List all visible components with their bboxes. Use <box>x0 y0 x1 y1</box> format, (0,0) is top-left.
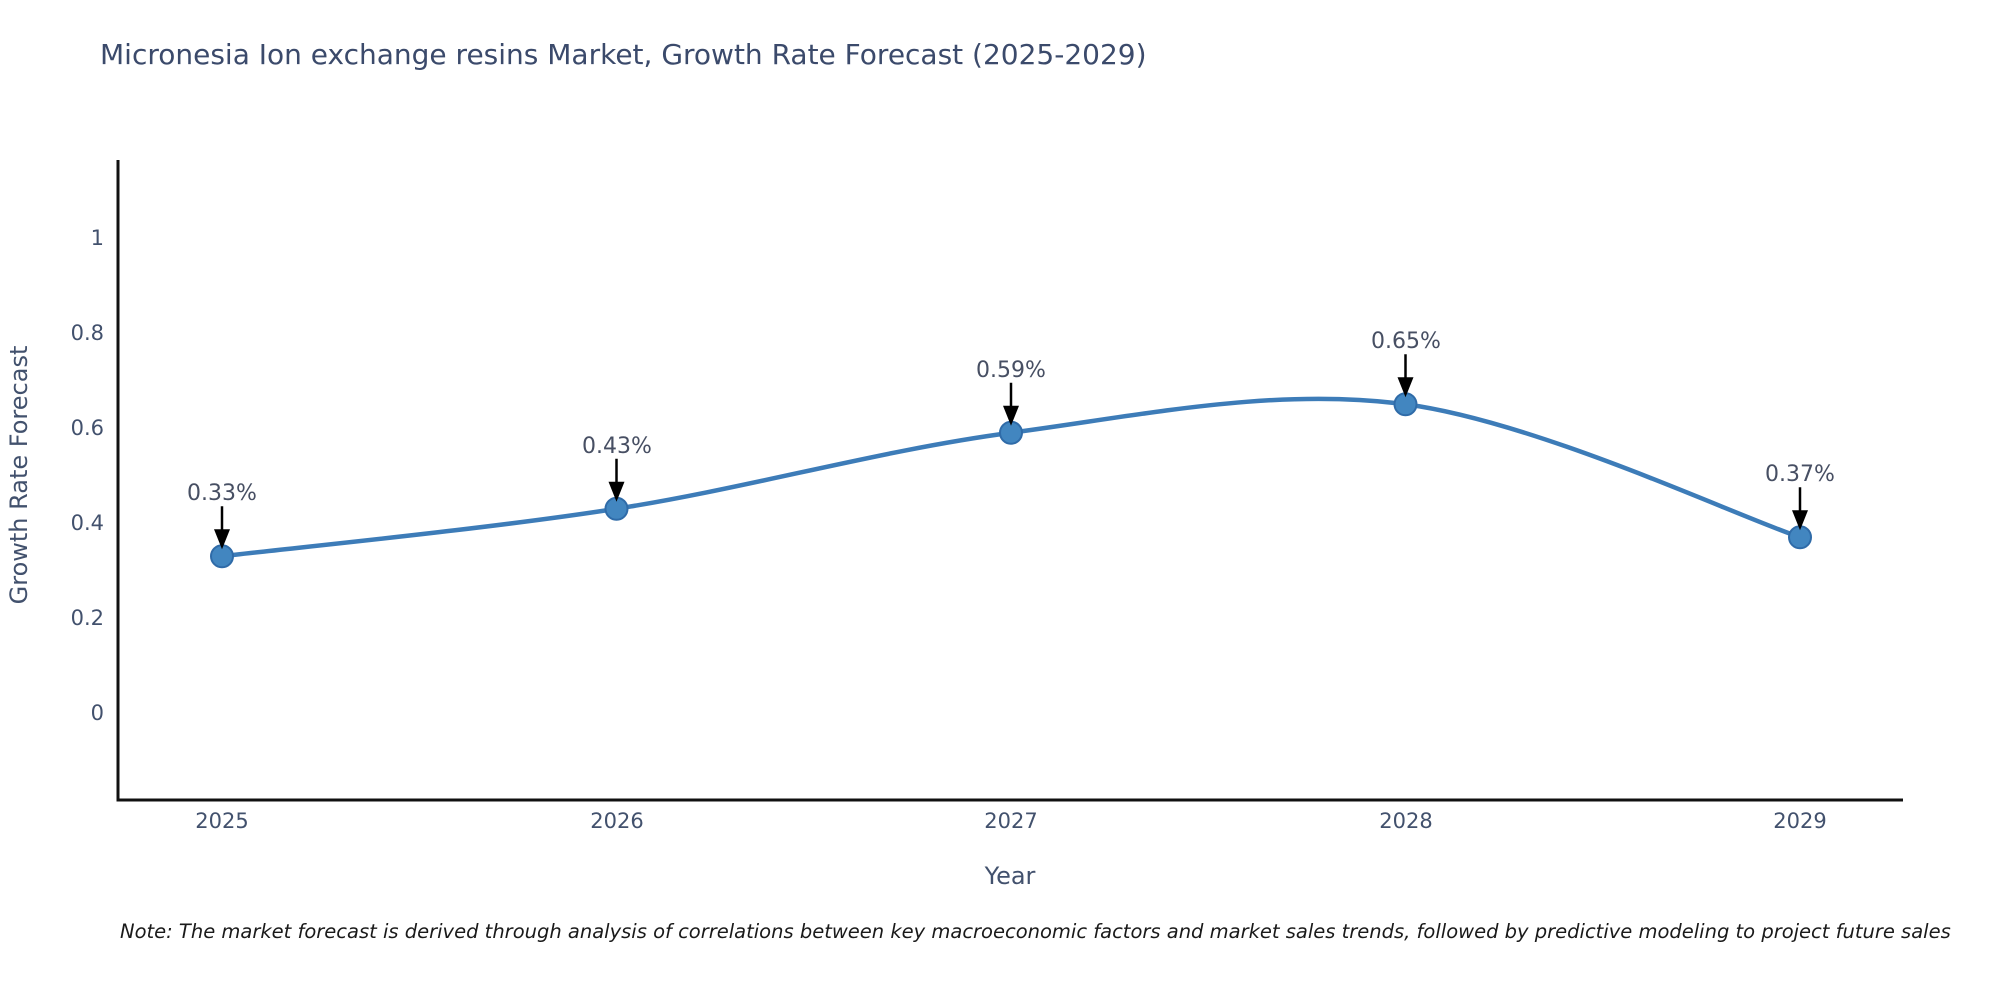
point-label: 0.33% <box>187 481 257 506</box>
x-tick-label: 2028 <box>1379 809 1433 833</box>
x-axis-title: Year <box>984 862 1036 890</box>
annotation-arrowhead <box>214 529 230 550</box>
y-tick-label: 0.6 <box>70 416 104 440</box>
point-label: 0.37% <box>1765 462 1835 487</box>
chart-title: Micronesia Ion exchange resins Market, G… <box>100 38 1147 71</box>
x-tick-label: 2026 <box>590 809 644 833</box>
x-tick-label: 2029 <box>1773 809 1827 833</box>
x-tick-label: 2025 <box>195 809 249 833</box>
annotation-arrowhead <box>608 481 625 502</box>
x-tick-label: 2027 <box>984 809 1038 833</box>
annotation-arrowhead <box>1792 510 1808 531</box>
point-label: 0.65% <box>1371 329 1441 354</box>
y-tick-label: 0.2 <box>70 606 104 630</box>
y-tick-label: 0.4 <box>70 511 104 535</box>
y-tick-label: 1 <box>90 226 104 250</box>
footnote: Note: The market forecast is derived thr… <box>120 920 1951 943</box>
y-tick-label: 0 <box>90 701 104 725</box>
y-axis-title: Growth Rate Forecast <box>5 345 33 605</box>
point-label: 0.59% <box>976 358 1046 383</box>
point-label: 0.43% <box>582 434 652 459</box>
annotation-arrowhead <box>1397 377 1414 398</box>
y-tick-label: 0.8 <box>70 321 104 345</box>
annotation-arrowhead <box>1003 405 1019 426</box>
